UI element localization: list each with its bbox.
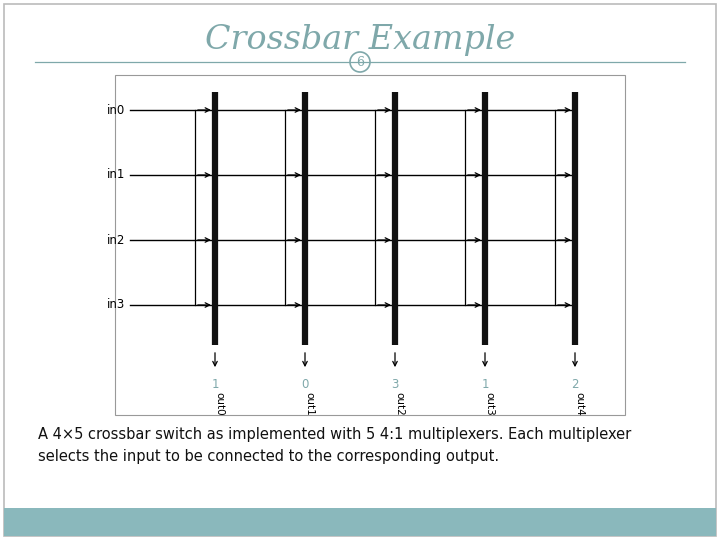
Text: out4: out4	[574, 392, 584, 416]
Text: 1: 1	[211, 378, 219, 391]
Text: 6: 6	[356, 56, 364, 69]
Text: 2: 2	[571, 378, 579, 391]
Text: selects the input to be connected to the corresponding output.: selects the input to be connected to the…	[38, 449, 499, 464]
Text: out0: out0	[214, 392, 224, 416]
Text: 3: 3	[391, 378, 399, 391]
Text: out3: out3	[484, 392, 494, 416]
Text: Crossbar Example: Crossbar Example	[205, 24, 515, 56]
Bar	[115, 75, 625, 415]
Text: in3: in3	[107, 299, 125, 312]
Text: 1: 1	[481, 378, 489, 391]
Text: in2: in2	[107, 233, 125, 246]
Text: 0: 0	[301, 378, 309, 391]
Bar	[4, 508, 716, 536]
Text: A 4×5 crossbar switch as implemented with 5 4:1 multiplexers. Each multiplexer: A 4×5 crossbar switch as implemented wit…	[38, 428, 631, 442]
Text: in1: in1	[107, 168, 125, 181]
Text: out1: out1	[304, 392, 314, 416]
Text: out2: out2	[394, 392, 404, 416]
Text: in0: in0	[107, 104, 125, 117]
